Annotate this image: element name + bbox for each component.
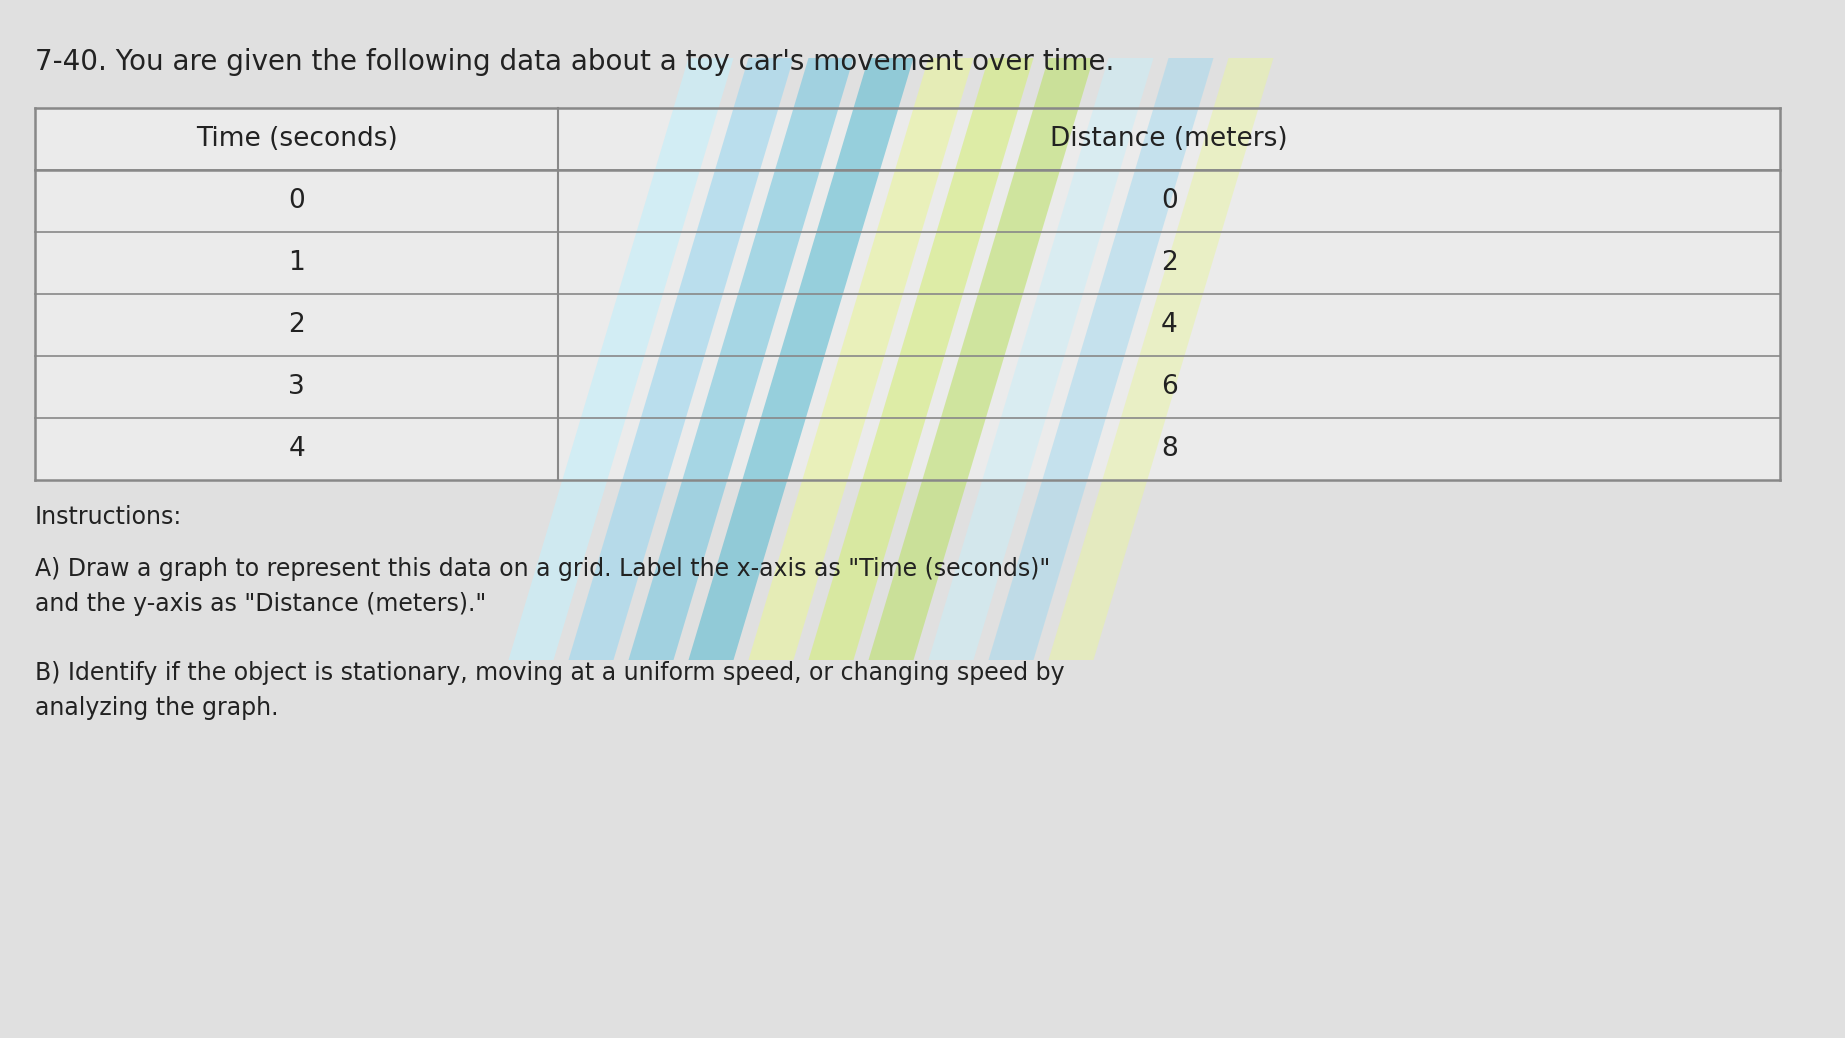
PathPatch shape	[869, 58, 1094, 660]
PathPatch shape	[989, 58, 1214, 660]
Text: 3: 3	[288, 374, 304, 400]
PathPatch shape	[1048, 58, 1273, 660]
PathPatch shape	[629, 58, 854, 660]
Text: 4: 4	[1161, 312, 1177, 338]
Text: A) Draw a graph to represent this data on a grid. Label the x-axis as "Time (sec: A) Draw a graph to represent this data o…	[35, 557, 1050, 617]
Text: 1: 1	[288, 250, 304, 276]
Text: 2: 2	[288, 312, 304, 338]
PathPatch shape	[749, 58, 974, 660]
Text: 2: 2	[1161, 250, 1177, 276]
PathPatch shape	[509, 58, 734, 660]
Text: Time (seconds): Time (seconds)	[196, 126, 399, 152]
Text: Instructions:: Instructions:	[35, 506, 183, 529]
Text: 6: 6	[1161, 374, 1177, 400]
Text: Distance (meters): Distance (meters)	[1050, 126, 1288, 152]
Text: B) Identify if the object is stationary, moving at a uniform speed, or changing : B) Identify if the object is stationary,…	[35, 661, 1065, 720]
PathPatch shape	[928, 58, 1153, 660]
Bar	[35, 108, 1780, 480]
PathPatch shape	[808, 58, 1033, 660]
PathPatch shape	[568, 58, 793, 660]
Text: 4: 4	[288, 436, 304, 462]
PathPatch shape	[688, 58, 913, 660]
Text: 0: 0	[1161, 188, 1177, 214]
Text: 7-40. You are given the following data about a toy car's movement over time.: 7-40. You are given the following data a…	[35, 48, 1114, 76]
Text: 0: 0	[288, 188, 304, 214]
Text: 8: 8	[1161, 436, 1177, 462]
